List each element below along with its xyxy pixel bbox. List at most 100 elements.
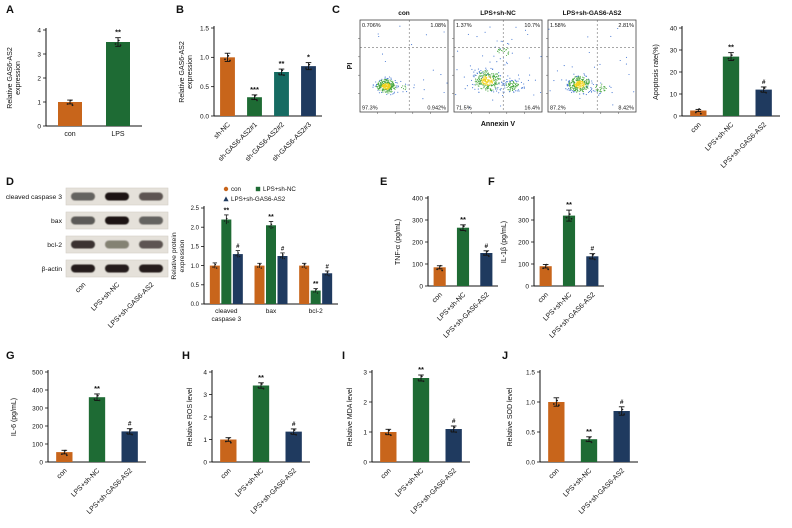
svg-text:**: ** [728,43,734,52]
svg-text:IL-1β (pg/mL): IL-1β (pg/mL) [501,221,508,263]
svg-text:LPS+sh-NC: LPS+sh-NC [480,10,516,17]
svg-text:2.81%: 2.81% [618,23,634,29]
svg-text:2: 2 [203,414,207,421]
svg-text:1.0: 1.0 [200,55,209,62]
chart-g-il6: 0 100 200 300 400 500 IL-6 (pg/mL) con ** LPS+sh-… [4,356,168,526]
svg-text:**: ** [566,200,572,209]
svg-text:**: ** [586,427,592,436]
grouped-bar-chart-D: 0.0 0.5 1.0 1.5 2.0 2.5 Relative protein expres… [171,186,338,323]
svg-text:**: ** [94,384,100,393]
svg-text:#: # [325,264,329,270]
svg-text:#: # [591,246,595,253]
svg-text:200: 200 [32,423,43,430]
svg-text:expression: expression [187,55,194,89]
panel-label-c: C [332,4,340,16]
svg-text:400: 400 [518,195,529,202]
svg-text:1.58%: 1.58% [550,23,566,29]
svg-text:con: con [380,467,393,480]
panel-label-b: B [176,4,184,16]
svg-text:10: 10 [670,91,678,98]
svg-text:100: 100 [412,261,423,268]
svg-text:200: 200 [412,239,423,246]
svg-text:200: 200 [518,239,529,246]
svg-text:***: *** [250,85,259,94]
svg-text:#: # [281,246,285,252]
svg-text:#: # [620,399,624,406]
svg-text:sh-NC: sh-NC [213,121,232,140]
svg-text:LPS+sh-NC: LPS+sh-NC [704,121,735,152]
svg-text:LPS+sh-NC: LPS+sh-NC [263,186,296,193]
svg-text:LPS+sh-NC: LPS+sh-NC [234,467,265,498]
svg-text:Relative GAS6-AS2: Relative GAS6-AS2 [7,47,14,109]
svg-text:4: 4 [37,27,41,34]
svg-text:#: # [292,421,296,428]
panel-d-western-blot: cleaved caspase 3 bax bcl-2 β-actin con LPS+s… [4,186,174,336]
svg-text:#: # [452,418,456,425]
svg-text:40: 40 [670,25,678,32]
svg-text:0: 0 [673,113,677,120]
svg-text:**: ** [224,207,230,214]
svg-text:**: ** [460,215,466,224]
svg-text:LPS+sh-NC: LPS+sh-NC [394,467,425,498]
chart-b-knockdown-efficiency: 0.0 0.5 1.0 1.5 Relative GAS6-AS2 expression s… [176,12,332,176]
panel-label-a: A [6,4,14,16]
svg-text:1.0: 1.0 [526,399,535,406]
svg-text:con: con [56,467,69,480]
svg-text:1.08%: 1.08% [430,23,446,29]
svg-text:2: 2 [37,75,41,82]
svg-text:0.706%: 0.706% [362,23,381,29]
panel-label-j: J [502,350,509,362]
svg-text:LPS+sh-NC: LPS+sh-NC [70,467,101,498]
svg-text:30: 30 [670,47,678,54]
svg-text:**: ** [258,373,264,382]
svg-text:**: ** [418,365,424,374]
svg-text:100: 100 [32,441,43,448]
svg-text:1.5: 1.5 [200,25,209,32]
bar-chart-A: 0 1 2 3 4 Relative GAS6-AS2 expression con ** LPS [7,27,142,138]
svg-text:con: con [220,467,233,480]
svg-text:1: 1 [203,437,207,444]
svg-text:LPS+sh-GAS6-AS2: LPS+sh-GAS6-AS2 [548,291,596,339]
panel-label-i: I [342,350,346,362]
svg-text:0.0: 0.0 [191,302,200,308]
svg-text:#: # [762,79,766,86]
svg-text:0: 0 [363,459,367,466]
svg-text:bcl-2: bcl-2 [309,308,323,315]
svg-text:con: con [548,467,561,480]
svg-text:expression: expression [15,61,22,95]
chart-e-tnf-alpha: 0 100 200 300 400 TNF-α (pg/mL) con ** LPS+sh-NC… [388,182,504,348]
panel-label-e: E [380,176,388,188]
svg-text:0.0: 0.0 [526,459,535,466]
svg-text:0: 0 [419,283,423,290]
svg-text:#: # [128,421,132,428]
svg-text:2.0: 2.0 [191,225,200,231]
svg-text:4: 4 [203,369,207,376]
svg-text:0.5: 0.5 [526,429,535,436]
svg-text:bax: bax [266,308,277,315]
svg-text:Apoptosis rate(%): Apoptosis rate(%) [653,44,660,100]
western-blot-strips: cleaved caspase 3 bax bcl-2 β-actin con LPS+s… [6,187,169,330]
svg-text:LPS: LPS [111,131,125,138]
svg-text:0.942%: 0.942% [427,106,446,112]
panel-label-f: F [488,176,495,188]
svg-text:con: con [64,131,75,138]
svg-text:IL-6 (pg/mL): IL-6 (pg/mL) [11,398,18,436]
svg-text:300: 300 [412,217,423,224]
svg-text:con: con [431,291,444,304]
svg-text:3: 3 [203,392,207,399]
svg-text:3: 3 [37,51,41,58]
svg-text:3: 3 [363,369,367,376]
svg-text:bcl-2: bcl-2 [47,242,62,249]
svg-text:300: 300 [32,405,43,412]
svg-text:Relative SOD level: Relative SOD level [507,387,514,446]
bar-chart-B: 0.0 0.5 1.0 1.5 Relative GAS6-AS2 expression s… [179,25,322,163]
svg-text:97.3%: 97.3% [362,106,378,112]
svg-text:TNF-α (pg/mL): TNF-α (pg/mL) [395,219,402,265]
svg-text:**: ** [313,281,319,288]
chart-c-apoptosis-rate: 0 10 20 30 40 Apoptosis rate(%) con ** LPS+sh-NC… [646,10,790,178]
svg-text:1: 1 [37,99,41,106]
svg-text:cleaved caspase 3: cleaved caspase 3 [6,194,63,201]
svg-text:β-actin: β-actin [41,266,62,273]
